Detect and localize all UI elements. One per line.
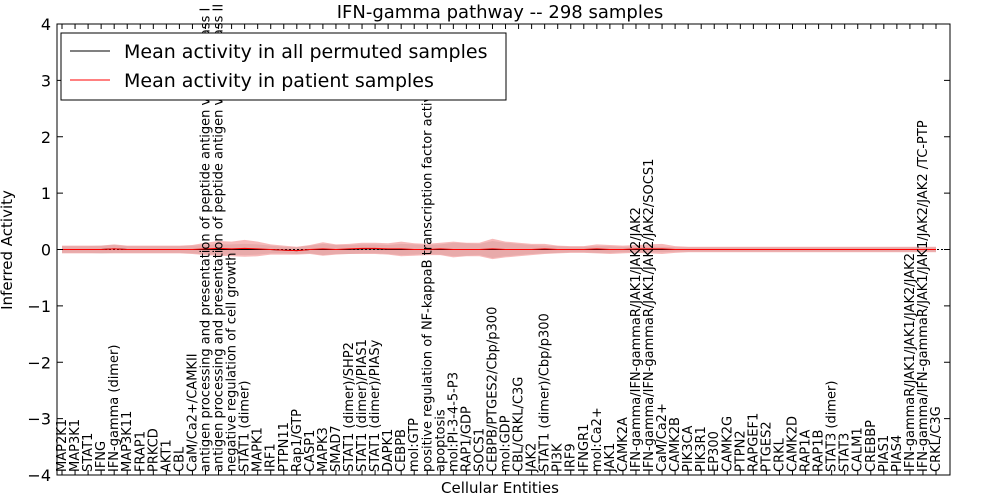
x-tick-label: PTPN11 <box>277 422 292 472</box>
x-tick-label: PIK3CA <box>681 425 696 472</box>
y-tick-label: −3 <box>27 410 51 429</box>
x-tick-label: CRKL/C3G <box>929 406 944 472</box>
y-axis-title: Inferred Activity <box>0 190 16 310</box>
x-tick-label: STAT1 <box>81 433 96 472</box>
y-tick-label: 4 <box>41 15 51 34</box>
x-tick-label: PTGES2 <box>759 421 774 472</box>
x-tick-label: MAPK3 <box>316 427 331 472</box>
y-tick-label: 3 <box>41 71 51 90</box>
legend-label-patient: Mean activity in patient samples <box>124 70 434 92</box>
x-tick-label: STAT1 (dimer)/PIASy <box>368 339 383 472</box>
x-tick-label: PIAS4 <box>890 435 905 472</box>
x-tick-label: STAT1 (dimer)/Cbp/p300 <box>538 313 553 472</box>
x-tick-label: CAMK2B <box>668 417 683 472</box>
x-tick-label: mol:Ca2+ <box>590 407 605 472</box>
x-tick-label: antigen processing and presentation of p… <box>212 4 227 472</box>
x-tick-label: PTPN2 <box>733 430 748 472</box>
legend-label-permuted: Mean activity in all permuted samples <box>124 41 487 63</box>
x-tick-label: MAPK1 <box>251 427 266 472</box>
x-tick-label: CALM1 <box>851 427 866 472</box>
x-tick-label: JAK1 <box>603 443 618 473</box>
lines-layer <box>62 247 936 252</box>
x-tick-label: IFN-gamma/IFN-gammaR/JAK1/JAK1/JAK2/JAK2… <box>916 120 931 472</box>
x-tick-label: IRF9 <box>564 443 579 472</box>
x-tick-label: IFNG <box>94 441 109 472</box>
x-tick-label: JAK2 <box>525 443 540 473</box>
x-tick-label: IFN-gamma (dimer) <box>107 345 122 472</box>
x-tick-label: IFNGR1 <box>577 424 592 472</box>
chart-title: IFN-gamma pathway -- 298 samples <box>337 2 664 23</box>
x-tick-label: CREBBP <box>864 420 879 472</box>
x-tick-label: MAP3K11 <box>120 411 135 472</box>
x-tick-label: CEBPB/PTGES2/Cbp/p300 <box>486 307 501 472</box>
x-tick-label: FRAP1 <box>133 431 148 472</box>
series-line-patient <box>62 247 936 252</box>
x-tick-label: PIAS1 <box>877 435 892 472</box>
x-tick-label: AKT1 <box>159 439 174 472</box>
x-tick-label: CBL <box>172 446 187 472</box>
x-tick-label: Rap1/GTP <box>290 409 305 472</box>
x-tick-label: IFN-gammaR/JAK1/JAK1/JAK2/JAK2 <box>903 253 918 472</box>
x-axis-title: Cellular Entities <box>441 479 559 497</box>
y-tick-label: −2 <box>27 353 51 372</box>
x-tick-label: CAMK2D <box>786 416 801 472</box>
y-tick-label: 2 <box>41 128 51 147</box>
x-tick-label: EP300 <box>707 431 722 472</box>
x-tick-label: PIK3R1 <box>694 426 709 472</box>
y-tick-label: 1 <box>41 184 51 203</box>
x-tick-label: CEBPB <box>394 429 409 472</box>
x-tick-label: RAP1B <box>812 430 827 472</box>
x-tick-label: STAT1 (dimer)/PIAS1 <box>355 339 370 472</box>
x-tick-label: RAPGEF1 <box>746 413 761 472</box>
x-tick-label: CASP1 <box>303 430 318 472</box>
x-tick-label: CAMK2G <box>720 416 735 472</box>
x-tick-label: RAP1A <box>799 429 814 472</box>
x-tick-label: CRKL <box>773 437 788 472</box>
x-tick-label: STAT1 (dimer)/SHP2 <box>342 342 357 472</box>
x-tick-label: PRKCD <box>146 428 161 472</box>
x-tick-label: antigen processing and presentation of p… <box>199 8 214 472</box>
x-tick-label: STAT1 (dimer) <box>238 381 253 472</box>
x-tick-label: SOCS1 <box>472 428 487 472</box>
x-tick-label: IFN-gamma/IFN-gammaR/JAK1/JAK2/JAK2/SOCS… <box>642 159 657 472</box>
x-tick-label: negative regulation of cell growth <box>225 252 240 472</box>
x-tick-label: mol:PI-3-4-5-P3 <box>446 372 461 472</box>
x-tick-label: IRF1 <box>264 443 279 472</box>
x-tick-label: RAP1/GDP <box>459 406 474 472</box>
x-tick-label: STAT3 <box>838 433 853 472</box>
x-tick-label: DAPK1 <box>381 429 396 472</box>
y-tick-label: 0 <box>41 241 51 260</box>
y-axis: −4 −3 −2 −1 0 1 2 3 4 <box>27 15 950 485</box>
x-tick-label: SMAD7 <box>329 425 344 472</box>
y-tick-label: −1 <box>27 297 51 316</box>
x-tick-label: CaM/Ca2+/CAMKII <box>185 353 200 472</box>
x-tick-label: PI3K <box>551 443 566 472</box>
x-tick-label: MAP3K1 <box>68 419 83 472</box>
x-tick-label: positive regulation of NF-kappaB transcr… <box>420 78 435 472</box>
x-tick-label: CaM/Ca2+ <box>655 403 670 472</box>
y-tick-label: −4 <box>27 466 51 485</box>
x-tick-label: IFN-gamma/IFN-gammaR/JAK1/JAK2/JAK2 <box>629 207 644 472</box>
x-tick-label: mol:GDP <box>499 415 514 472</box>
x-tick-label: CBL/CRKL/C3G <box>512 377 527 472</box>
x-tick-label: MAP2K1 <box>55 419 70 472</box>
x-tick-label: STAT3 (dimer) <box>825 381 840 472</box>
plot-frame <box>56 23 951 476</box>
legend-box <box>60 32 507 101</box>
x-tick-label: mol:GTP <box>407 418 422 472</box>
x-tick-label: CAMK2A <box>616 417 631 472</box>
legend: Mean activity in all permuted samples Me… <box>60 32 507 101</box>
x-tick-label: apoptosis <box>433 409 448 472</box>
